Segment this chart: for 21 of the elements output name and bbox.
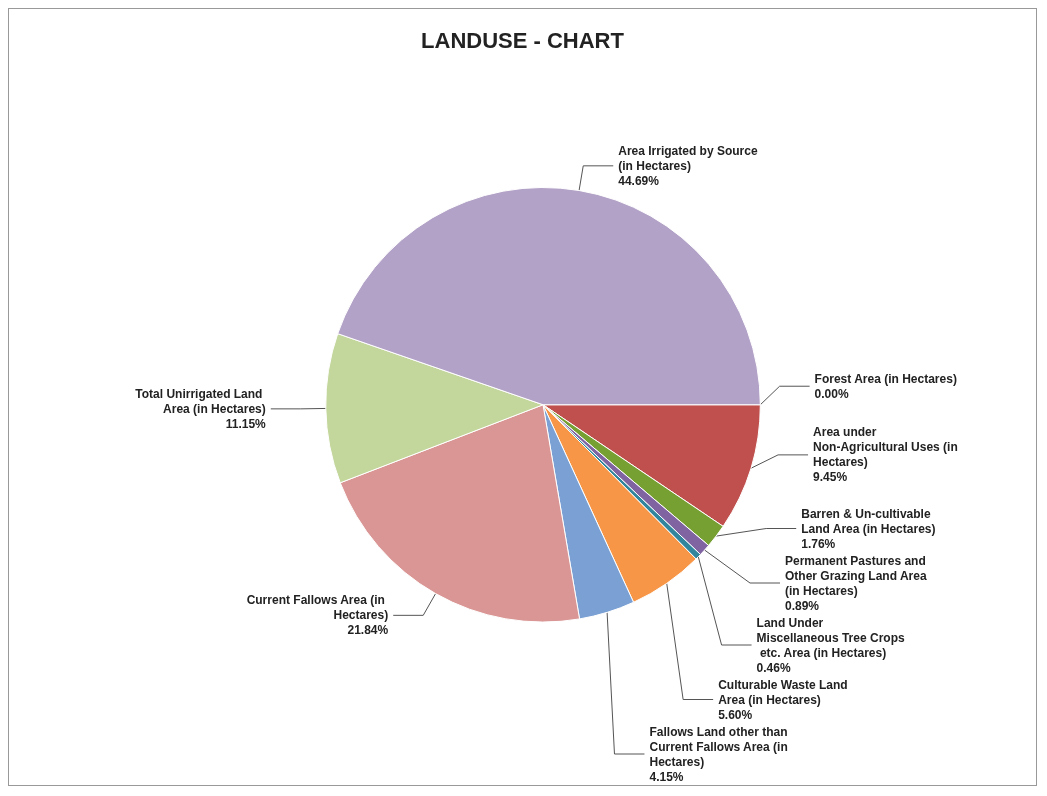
data-label: 11.15% — [225, 416, 267, 431]
data-label: 21.84% — [347, 623, 389, 638]
data-label: 1.76% — [801, 536, 836, 551]
slice-label: Culturable Waste Land Area (in Hectares) — [718, 677, 852, 707]
data-label: 5.60% — [718, 707, 753, 722]
data-label: 4.15% — [649, 769, 684, 784]
data-label: 0.89% — [785, 598, 820, 613]
slice-label: Area under Non-Agricultural Uses (in Hectares) — [813, 425, 962, 470]
data-label: 9.45% — [813, 470, 848, 485]
slice-label: Permanent Pastures and Other Grazing Land Area (in Hectares) — [785, 553, 930, 598]
data-label: 0.46% — [756, 660, 791, 675]
slice-label: Land Under Miscellaneous Tree Crops etc. Area (in Hectares) — [756, 615, 905, 660]
slice-label: Area Irrigated by Source (in Hectares) — [618, 143, 761, 173]
text: 0.00% — [814, 386, 849, 401]
category-label: Forest Area (in Hectares) — [814, 371, 957, 386]
chart-title: LANDUSE - CHART — [421, 27, 625, 53]
slice-label: Barren & Un-cultivable Land Area (in Hectares) — [801, 506, 936, 536]
slice-label: Current Fallows Area (in Hectares) — [246, 593, 389, 623]
slice-label: Fallows Land other than Current Fallows Area (in Hectares) — [649, 724, 792, 769]
slice-label: Total Unirrigated Land Area (in Hectares) — [135, 386, 266, 416]
data-label: 44.69% — [618, 173, 660, 188]
